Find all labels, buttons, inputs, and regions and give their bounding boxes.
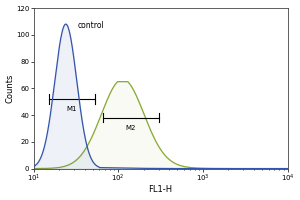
Text: M1: M1	[66, 106, 77, 112]
Y-axis label: Counts: Counts	[6, 74, 15, 103]
Text: control: control	[78, 21, 104, 30]
Text: M2: M2	[126, 125, 136, 131]
X-axis label: FL1-H: FL1-H	[148, 185, 172, 194]
